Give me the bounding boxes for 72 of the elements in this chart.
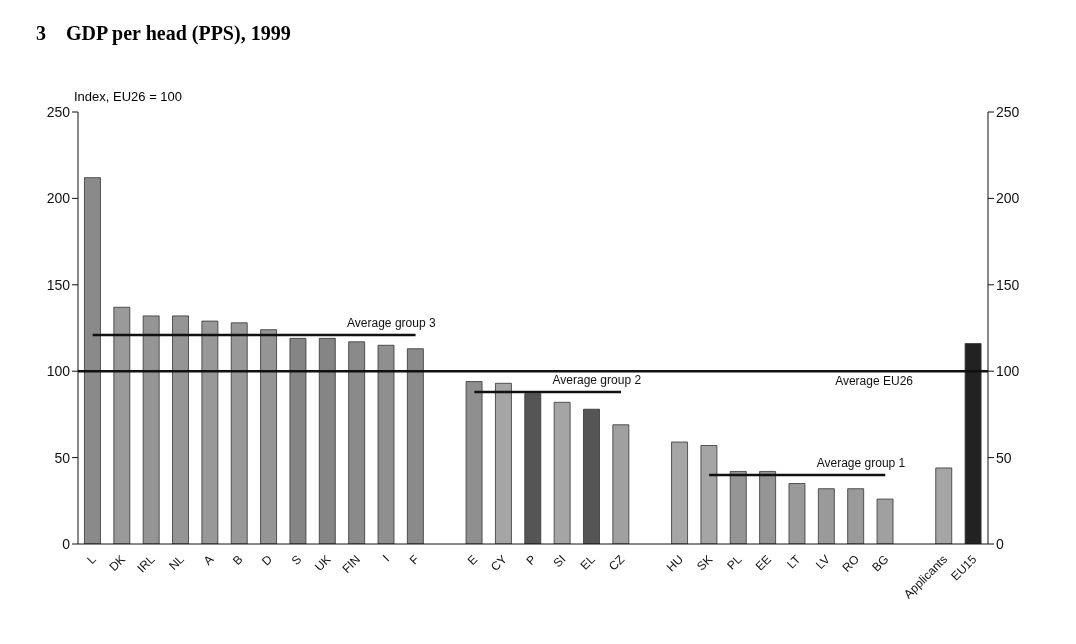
- x-tick-label: IRL: [134, 552, 158, 576]
- chart-title: 3 GDP per head (PPS), 1999: [35, 21, 292, 45]
- bar: [230, 322, 248, 544]
- bar: [553, 401, 571, 544]
- bar: [84, 177, 101, 544]
- x-tick-label: P: [523, 552, 540, 568]
- x-tick-label: NL: [166, 551, 188, 573]
- x-tick-label: I: [380, 552, 393, 565]
- x-tick-label: SI: [550, 552, 569, 571]
- x-tick-label: FIN: [339, 552, 363, 576]
- y2-tick-label: 200: [996, 190, 1020, 207]
- x-tick-label: RO: [839, 552, 863, 575]
- x-tick-label: F: [406, 552, 422, 568]
- x-tick-label: EL: [577, 552, 599, 573]
- bar: [935, 467, 953, 544]
- bar: [172, 315, 189, 544]
- x-tick-label: CY: [488, 552, 510, 574]
- bar: [289, 337, 307, 544]
- bar: [847, 488, 865, 544]
- bar: [817, 488, 835, 544]
- bar: [671, 441, 688, 544]
- bar: [318, 337, 336, 544]
- bar: [377, 344, 395, 544]
- x-tick-label: UK: [311, 552, 334, 574]
- bar: [700, 445, 718, 544]
- x-tick-label: LV: [813, 552, 833, 572]
- bar: [788, 483, 806, 544]
- bar: [201, 320, 219, 544]
- y2-tick-label: 150: [996, 276, 1020, 293]
- y2-tick-label: 50: [996, 449, 1012, 466]
- bar: [759, 471, 777, 544]
- series-label: Average group 2: [552, 372, 642, 387]
- series-label: Average group 1: [816, 455, 906, 470]
- bar: [524, 393, 542, 544]
- series-label: Average group 3: [347, 315, 436, 330]
- ref-line-label: Average EU26: [835, 373, 914, 388]
- y-tick-label: 250: [46, 103, 71, 120]
- bar: [612, 424, 630, 544]
- x-tick-label: A: [200, 552, 217, 568]
- x-tick-label: DK: [106, 552, 129, 574]
- y-tick-label: 50: [54, 449, 71, 466]
- bar: [583, 408, 600, 544]
- bar: [142, 315, 160, 544]
- x-tick-label: PL: [724, 552, 745, 573]
- bar: [465, 381, 483, 544]
- y2-tick-label: 0: [996, 535, 1004, 552]
- x-tick-label: BG: [869, 552, 892, 575]
- bar: [406, 348, 424, 544]
- y-axis-title: Index, EU26 = 100: [73, 88, 184, 104]
- y-tick-label: 100: [46, 363, 71, 380]
- x-tick-label: LT: [784, 551, 804, 572]
- bar: [964, 343, 982, 544]
- bar: [495, 382, 512, 544]
- y2-tick-label: 100: [996, 363, 1020, 380]
- y2-tick-label: 250: [996, 103, 1020, 120]
- x-tick-label: S: [288, 552, 305, 568]
- bar: [260, 329, 277, 544]
- x-tick-label: SK: [694, 552, 716, 574]
- x-tick-label: EE: [752, 552, 774, 574]
- y-tick-label: 150: [46, 276, 71, 293]
- x-tick-label: D: [258, 551, 276, 569]
- y-tick-label: 200: [46, 190, 71, 207]
- x-tick-label: HU: [663, 552, 686, 575]
- x-tick-label: E: [464, 552, 481, 568]
- y-tick-label: 0: [62, 535, 71, 552]
- x-tick-label: B: [230, 552, 246, 568]
- bar: [348, 341, 366, 544]
- bar: [876, 498, 894, 544]
- x-tick-label: L: [84, 552, 100, 567]
- bar: [729, 471, 747, 544]
- bar: [113, 306, 131, 544]
- x-tick-label: CZ: [605, 552, 628, 574]
